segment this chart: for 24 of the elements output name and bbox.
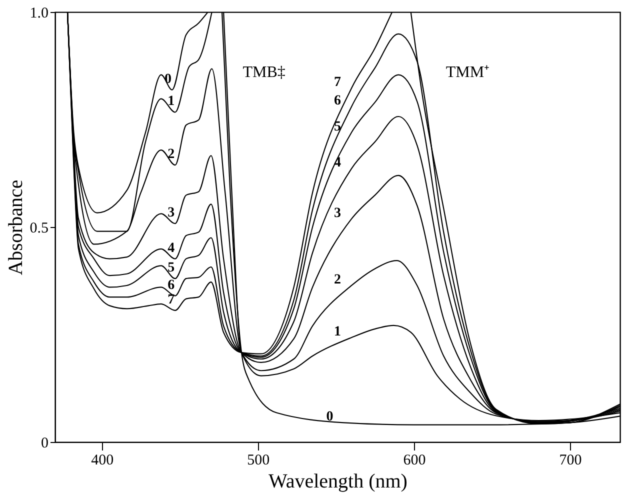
series-label: 1 — [168, 94, 175, 110]
y-axis-title: Absorbance — [4, 180, 27, 276]
annotation: TMB‡ — [242, 64, 286, 82]
text: 3 — [334, 206, 342, 221]
series-label: 3 — [168, 206, 175, 221]
text: 1 — [334, 324, 342, 340]
x-tick-label: 700 — [559, 452, 582, 468]
y-tick-label: 0 — [41, 436, 48, 452]
series-label: 2 — [168, 147, 175, 162]
x-tick-label: 500 — [247, 452, 270, 468]
series-label: 4 — [168, 240, 175, 256]
series-label: 6 — [168, 278, 175, 293]
x-tick-label: 400 — [91, 452, 114, 468]
text: 6 — [334, 94, 342, 109]
series-label: 5 — [168, 260, 175, 276]
text: 5 — [334, 119, 342, 134]
text: 0 — [326, 410, 334, 425]
x-axis-title: Wavelength (nm) — [268, 470, 408, 492]
y-tick-label: 1.0 — [30, 6, 48, 22]
text: 7 — [334, 75, 342, 90]
text: 2 — [334, 272, 342, 288]
annotation: TMM⁺ — [446, 64, 490, 82]
x-tick-label: 600 — [403, 452, 426, 468]
y-tick-label: 0.5 — [30, 220, 48, 236]
